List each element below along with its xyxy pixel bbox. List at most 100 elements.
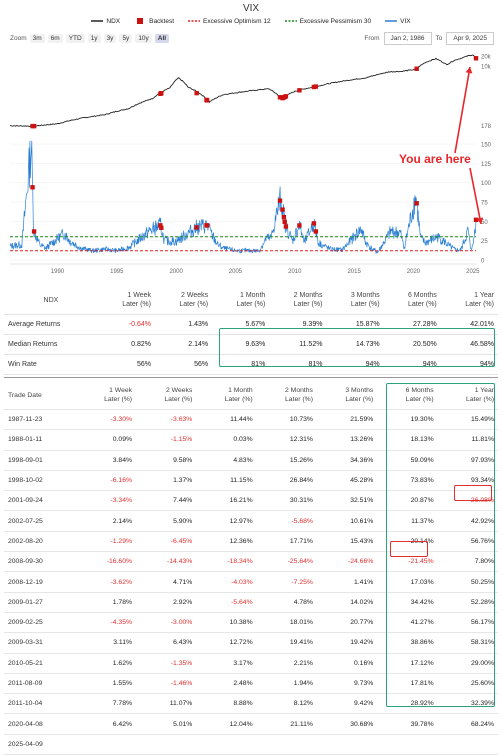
table-row: 2025-04-09 <box>4 734 498 755</box>
summary-row-label: Win Rate <box>4 354 98 375</box>
detail-value-cell: 1.41% <box>316 571 378 593</box>
summary-value-cell: 42.01% <box>440 314 498 335</box>
backtest-marker-vix <box>311 221 317 226</box>
detail-value-cell: 34.42% <box>377 592 438 613</box>
detail-value-cell: 39.78% <box>377 713 438 735</box>
detail-value-cell: 18.13% <box>377 429 438 451</box>
legend-swatch <box>188 20 201 22</box>
trade-date-cell: 2009-03-31 <box>4 632 76 654</box>
from-date-input[interactable]: Jan 2, 1986 <box>383 32 432 45</box>
table-row: 2009-03-31 3.11% 6.43% 12.72% 19.41% 19.42% 38… <box>4 632 498 654</box>
detail-value-cell: -1.15% <box>136 429 197 451</box>
legend-item[interactable]: VIX <box>385 17 411 25</box>
legend-swatch <box>385 20 398 22</box>
lower-y-tick-label: 50 <box>481 220 488 226</box>
backtest-marker-ndx <box>204 98 210 103</box>
backtest-marker-vix <box>204 223 210 228</box>
detail-value-cell: 3.11% <box>75 632 137 654</box>
detail-value-cell: 12.36% <box>196 531 257 553</box>
detail-value-cell <box>256 734 317 755</box>
table-row: 1988-01-11 0.09% -1.15% 0.03% 12.31% 13.26% 18… <box>4 429 498 451</box>
summary-value-cell: 81% <box>269 354 327 375</box>
zoom-button-3y[interactable]: 3y <box>103 34 117 43</box>
trade-date-cell: 2008-12-19 <box>4 571 76 593</box>
legend-item[interactable]: NDX <box>91 17 120 25</box>
legend-swatch <box>137 18 144 24</box>
summary-header-cell: 1 Year Later (%) <box>440 286 498 315</box>
detail-value-cell: 6.43% <box>136 632 197 654</box>
detail-value-cell: -26.08% <box>437 490 498 512</box>
legend-label: NDX <box>106 17 121 25</box>
trade-date-cell: 2020-04-08 <box>4 713 76 735</box>
legend-item[interactable]: Backtest <box>134 17 174 25</box>
backtest-marker-vix <box>31 229 37 234</box>
detail-value-cell: 0.16% <box>316 653 378 674</box>
detail-value-cell: 12.72% <box>196 632 257 654</box>
detail-value-cell: 2.48% <box>196 673 257 695</box>
detail-value-cell: 7.80% <box>437 551 498 573</box>
detail-value-cell: -1.29% <box>75 531 137 553</box>
backtest-marker-vix <box>30 185 35 190</box>
detail-value-cell: 11.15% <box>196 470 257 492</box>
detail-value-cell: 20.87% <box>377 490 438 512</box>
backtest-marker-ndx <box>297 88 302 93</box>
zoom-button-1y[interactable]: 1y <box>87 34 101 43</box>
backtest-marker-ndx <box>159 90 164 96</box>
detail-value-cell: 7.44% <box>136 490 197 512</box>
zoom-button-6m[interactable]: 6m <box>47 34 63 43</box>
vix-ndx-chart: 20k 10k 178 150 125 100 75 50 25 0 1990 1995 2000 200… <box>9 54 492 275</box>
detail-value-cell: -25.64% <box>256 551 317 573</box>
x-tick-label: 2005 <box>229 269 243 275</box>
detail-value-cell: -18.34% <box>196 551 257 573</box>
zoom-button-5y[interactable]: 5y <box>119 34 133 43</box>
summary-value-cell: 94% <box>326 354 384 375</box>
detail-header-cell: 1 Week Later (%) <box>75 381 137 410</box>
backtest-marker-ndx <box>31 123 37 129</box>
detail-value-cell: 5.90% <box>136 510 197 532</box>
detail-value-cell: -5.68% <box>256 510 317 532</box>
detail-value-cell: 13.26% <box>316 429 378 451</box>
legend-item[interactable]: Excessive Pessimism 30 <box>284 17 371 25</box>
summary-value-cell: 2.14% <box>154 334 213 355</box>
detail-value-cell: 15.49% <box>437 409 498 431</box>
detail-value-cell: 15.26% <box>256 450 317 471</box>
detail-header-cell: 1 Month Later (%) <box>196 381 257 410</box>
zoom-button-all[interactable]: All <box>154 34 170 43</box>
detail-value-cell: 3.17% <box>196 653 257 674</box>
summary-row: Average Returns -0.64% 1.43% 5.67% 9.39% 15.8… <box>4 314 498 335</box>
detail-value-cell: 2.92% <box>136 592 197 613</box>
summary-header-row: NDX 1 Week Later (%) 2 Weeks Later (%) 1 Mont… <box>4 286 498 315</box>
upper-y-tick-label: 10k <box>481 65 492 71</box>
zoom-button-10y[interactable]: 10y <box>135 34 152 43</box>
backtest-marker-vix <box>282 219 287 225</box>
detail-value-cell: 38.86% <box>377 632 438 654</box>
summary-header-cell: 1 Week Later (%) <box>97 286 155 315</box>
detail-value-cell: -5.64% <box>196 592 257 613</box>
zoom-button-3m[interactable]: 3m <box>29 34 45 43</box>
summary-value-cell: 27.28% <box>383 314 441 335</box>
detail-value-cell: 15.43% <box>316 531 378 553</box>
table-row: 2010-05-21 1.62% -1.35% 3.17% 2.21% 0.16% 17.1… <box>4 653 498 674</box>
detail-header-cell: 1 Year Later (%) <box>437 381 498 410</box>
backtest-marker-vix <box>194 225 199 230</box>
trade-date-cell: 2002-08-20 <box>4 531 76 553</box>
backtest-marker-vix <box>280 207 285 212</box>
lower-y-tick-label: 150 <box>481 143 492 149</box>
detail-value-cell <box>316 734 378 755</box>
summary-header-cell: 2 Months Later (%) <box>269 286 327 315</box>
summary-value-cell: 9.39% <box>269 314 327 335</box>
detail-value-cell: -3.34% <box>75 490 137 512</box>
to-date-input[interactable]: Apr 9, 2025 <box>446 32 494 45</box>
detail-value-cell: 32.39% <box>437 693 498 715</box>
trade-date-cell: 2011-08-09 <box>4 673 76 695</box>
legend-item[interactable]: Excessive Optimism 12 <box>188 17 271 25</box>
legend: NDX Backtest Excessive Optimism 12 Excessiv… <box>0 17 502 25</box>
table-divider <box>4 377 498 378</box>
detail-value-cell: 1.55% <box>75 673 137 695</box>
detail-value-cell: 1.62% <box>75 653 137 674</box>
zoom-button-ytd[interactable]: YTD <box>65 34 85 43</box>
trade-date-cell: 1998-09-01 <box>4 450 76 471</box>
upper-y-tick-label: 20k <box>481 54 492 60</box>
detail-value-cell: 20.77% <box>316 612 378 634</box>
table-row: 1987-11-23 -3.30% -3.63% 11.44% 10.73% 21.59%… <box>4 409 498 431</box>
